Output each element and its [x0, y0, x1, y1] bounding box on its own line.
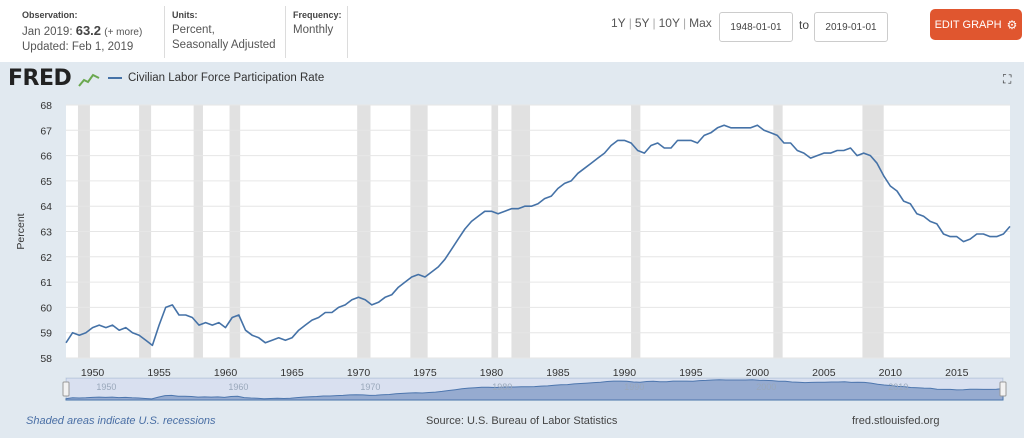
frequency-value: Monthly [293, 24, 334, 36]
range-5y-button[interactable]: 5Y [634, 16, 650, 30]
observation-line: Jan 2019: 63.2 (+ more) [22, 23, 142, 40]
legend: Civilian Labor Force Participation Rate [108, 72, 324, 84]
x-tick-label: 2015 [945, 367, 969, 379]
date-to-input[interactable]: 2019-01-01 [814, 12, 888, 42]
x-tick-label: 1960 [214, 367, 238, 379]
y-tick-label: 59 [40, 328, 52, 340]
range-separator: | [682, 16, 687, 30]
fullscreen-icon[interactable]: ⛶ [1003, 72, 1012, 86]
x-tick-label: 1985 [546, 367, 570, 379]
edit-graph-label: EDIT GRAPH [934, 18, 1002, 31]
site-link[interactable]: fred.stlouisfed.org [852, 415, 940, 427]
gear-icon: ⚙ [1006, 17, 1018, 32]
range-navigator[interactable]: 1950 1960 1970 1980 1990 2000 2010 [62, 377, 1007, 401]
observation-block: Observation: Jan 2019: 63.2 (+ more) Upd… [22, 8, 142, 55]
navigator-tick-label: 2000 [756, 382, 776, 392]
y-tick-label: 62 [40, 252, 52, 264]
navigator-tick-label: 1960 [228, 382, 248, 392]
x-tick-label: 1995 [679, 367, 703, 379]
navigator-series [65, 379, 1004, 401]
x-tick-label: 2005 [812, 367, 836, 379]
observation-value: 63.2 [75, 23, 102, 38]
x-tick-label: 2000 [746, 367, 770, 379]
range-selector: 1Y | 5Y | 10Y | Max [611, 16, 712, 30]
x-tick-label: 1970 [347, 367, 371, 379]
units-line1: Percent, [172, 24, 215, 36]
navigator-tick-label: 1970 [360, 382, 380, 392]
x-tick-label: 1980 [480, 367, 504, 379]
y-axis-title: Percent [15, 213, 27, 249]
y-tick-label: 65 [40, 176, 52, 188]
date-to-label: to [799, 18, 810, 32]
x-tick-label: 1965 [280, 367, 304, 379]
y-tick-label: 60 [40, 302, 52, 314]
navigator-handle[interactable] [62, 381, 70, 397]
range-separator: | [628, 16, 632, 30]
navigator-tick-label: 1990 [624, 382, 644, 392]
fred-logo: FRED [8, 66, 72, 91]
top-info-bar: Observation: Jan 2019: 63.2 (+ more) Upd… [0, 0, 1024, 62]
divider [164, 6, 165, 58]
legend-series-name: Civilian Labor Force Participation Rate [128, 72, 325, 84]
x-tick-label: 1990 [613, 367, 637, 379]
navigator-selection [66, 378, 1003, 400]
observation-period: Jan 2019: [22, 26, 73, 38]
y-tick-label: 64 [40, 201, 52, 213]
range-max-button[interactable]: Max [689, 16, 712, 30]
range-1y-button[interactable]: 1Y [611, 16, 626, 30]
series-line [65, 124, 1011, 347]
x-tick-label: 1950 [81, 367, 105, 379]
source-text: Source: U.S. Bureau of Labor Statistics [426, 415, 618, 427]
x-tick-label: 1955 [147, 367, 171, 379]
divider [347, 6, 348, 58]
legend-swatch [108, 77, 122, 79]
x-tick-label: 2010 [879, 367, 903, 379]
range-separator: | [652, 16, 656, 30]
navigator-tick-label: 1950 [96, 382, 116, 392]
units-label: Units: [172, 10, 198, 20]
updated-date: Updated: Feb 1, 2019 [22, 41, 134, 53]
frequency-block: Frequency: Monthly [293, 8, 342, 38]
observation-label: Observation: [22, 10, 78, 20]
y-tick-label: 66 [40, 151, 52, 163]
date-from-input[interactable]: 1948-01-01 [719, 12, 793, 42]
y-tick-label: 63 [40, 227, 52, 239]
plot-area: 58 59 60 61 62 63 64 65 66 67 68 1950 1955 1960 1965 19… [15, 100, 1011, 379]
y-tick-label: 68 [40, 100, 52, 112]
fred-logo-chart-icon [78, 73, 100, 87]
navigator-tick-label: 1980 [492, 382, 512, 392]
divider [285, 6, 286, 58]
y-tick-label: 58 [40, 353, 52, 365]
navigator-handle[interactable] [999, 381, 1007, 397]
y-tick-label: 61 [40, 277, 52, 289]
range-10y-button[interactable]: 10Y [658, 16, 680, 30]
y-tick-label: 67 [40, 125, 52, 137]
x-tick-label: 1975 [413, 367, 437, 379]
observation-more-link[interactable]: (+ more) [104, 27, 143, 38]
frequency-label: Frequency: [293, 10, 342, 20]
navigator-tick-label: 2010 [888, 382, 908, 392]
recession-note-link[interactable]: Shaded areas indicate U.S. recessions [26, 415, 216, 427]
edit-graph-button[interactable]: EDIT GRAPH ⚙ [930, 9, 1022, 40]
units-line2: Seasonally Adjusted [172, 39, 276, 51]
units-block: Units: Percent, Seasonally Adjusted [172, 8, 276, 53]
